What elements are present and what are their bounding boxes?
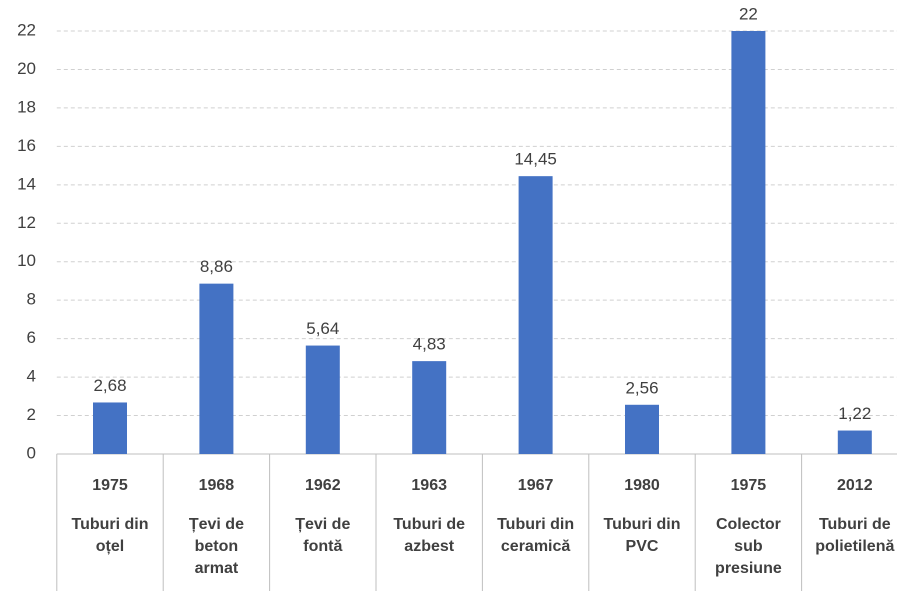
category-label: polietilenă (815, 538, 894, 555)
year-label: 1962 (305, 477, 341, 494)
category-label: armat (195, 560, 239, 577)
category-label: beton (195, 538, 239, 555)
category-label: oțel (96, 538, 124, 555)
year-label: 1968 (199, 477, 235, 494)
value-label: 14,45 (514, 150, 557, 169)
bar (837, 430, 872, 454)
category-label: Țevi de (189, 516, 244, 533)
category-label: Țevi de (295, 516, 350, 533)
value-label: 5,64 (306, 319, 339, 338)
category-label: fontă (303, 538, 342, 555)
category-label: presiune (715, 560, 782, 577)
y-tick-label: 16 (17, 136, 36, 155)
y-tick-label: 4 (27, 367, 36, 386)
bar (93, 402, 127, 454)
category-label: Tuburi de (819, 516, 891, 533)
category-label: Tuburi din (603, 516, 680, 533)
bar (731, 31, 766, 454)
category-label: sub (734, 538, 763, 555)
bar (518, 176, 553, 455)
y-tick-label: 20 (17, 59, 36, 78)
category-label: azbest (404, 538, 454, 555)
value-label: 8,86 (200, 257, 233, 276)
year-label: 1963 (411, 477, 447, 494)
y-tick-label: 8 (27, 290, 36, 309)
category-label: Tuburi din (497, 516, 574, 533)
bar (305, 345, 340, 454)
y-tick-label: 22 (17, 20, 36, 39)
value-label: 4,83 (413, 335, 446, 354)
value-label: 1,22 (838, 404, 871, 423)
y-tick-label: 0 (27, 443, 36, 462)
y-tick-label: 18 (17, 97, 36, 116)
bar (199, 283, 234, 454)
year-label: 2012 (837, 477, 873, 494)
category-label: ceramică (501, 538, 570, 555)
y-tick-label: 12 (17, 213, 36, 232)
category-label: Colector (716, 516, 781, 533)
y-tick-label: 2 (27, 405, 36, 424)
category-label: Tuburi din (71, 516, 148, 533)
value-label: 22 (739, 4, 758, 23)
year-label: 1980 (624, 477, 660, 494)
category-label: PVC (626, 538, 659, 555)
category-label: Tuburi de (393, 516, 465, 533)
year-label: 1967 (518, 477, 554, 494)
y-tick-label: 10 (17, 251, 36, 270)
value-label: 2,68 (93, 376, 126, 395)
year-label: 1975 (92, 477, 128, 494)
y-tick-label: 6 (27, 328, 36, 347)
bar (412, 361, 447, 454)
bar (625, 404, 659, 454)
y-tick-label: 14 (17, 174, 36, 193)
year-label: 1975 (731, 477, 767, 494)
value-label: 2,56 (625, 378, 658, 397)
